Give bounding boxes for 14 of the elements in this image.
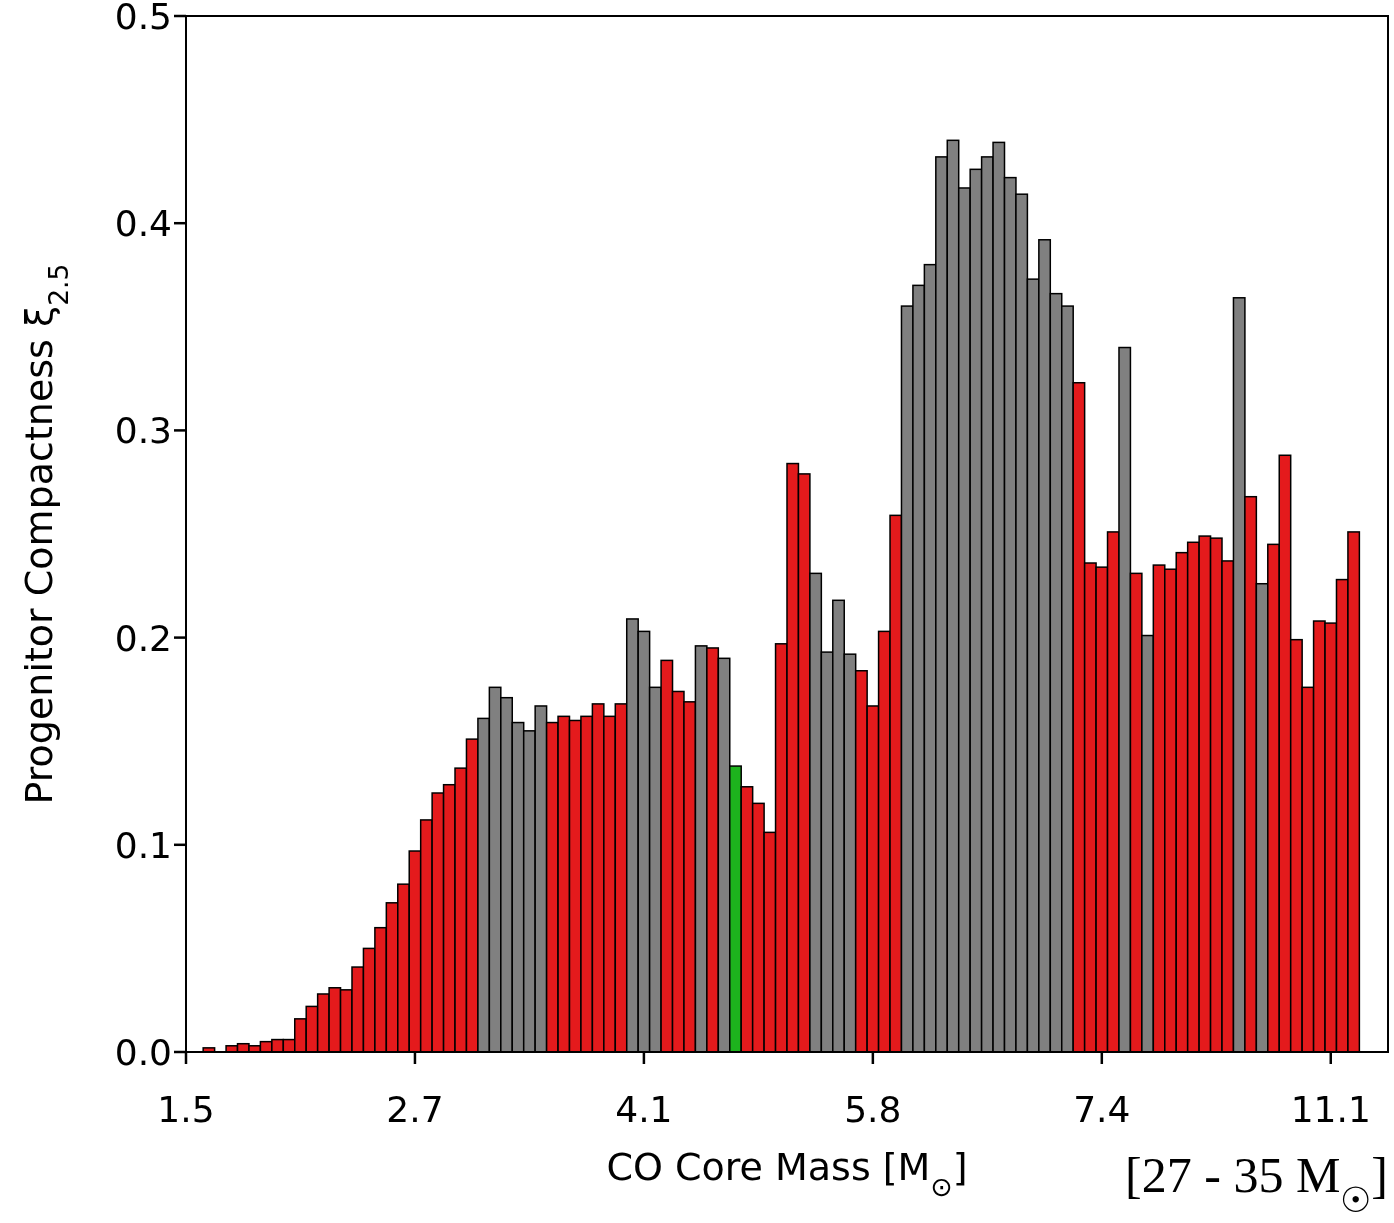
x-tick-label: 11.1: [1290, 1089, 1371, 1130]
y-tick-label: 0.5: [114, 0, 172, 37]
x-tick-label: 4.1: [615, 1089, 673, 1130]
y-tick-label: 0.4: [114, 203, 172, 245]
y-tick-label: 0.0: [114, 1032, 172, 1073]
y-tick-label: 0.1: [114, 824, 172, 866]
x-tick-label: 1.5: [157, 1089, 215, 1130]
text: [27 - 35 M$_{☉}$]: [1125, 1147, 1388, 1220]
y-tick-label: 0.3: [114, 410, 172, 452]
x-axis-title: CO Core Mass [M$_{⊙}$]: [606, 1145, 968, 1202]
y-tick-label: 0.2: [114, 617, 172, 659]
x-tick-label: 5.8: [844, 1089, 902, 1130]
x-tick-label: 2.7: [386, 1089, 444, 1130]
x-tick-label: 7.4: [1073, 1089, 1131, 1130]
